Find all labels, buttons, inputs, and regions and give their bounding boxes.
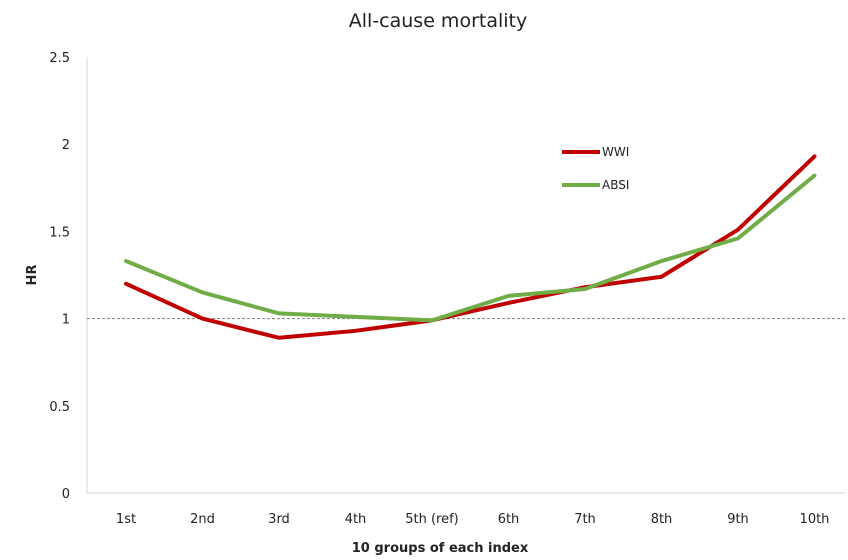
series-line-wwi [124,154,817,340]
legend-label-wwi: WWI [602,145,629,159]
data-point-wwi [201,317,205,321]
x-tick-labels: 1st 2nd 3rd 4th 5th (ref) 6th 7th 8th 9th 10th [116,512,830,527]
x-tick-label: 6th [498,512,520,527]
y-tick-label: 1.5 [49,225,70,240]
x-tick-label: 1st [116,512,136,527]
chart-title: All-cause mortality [349,10,527,32]
y-tick-label: 2.5 [49,51,70,66]
x-tick-label: 5th (ref) [405,512,459,527]
x-tick-label: 3rd [268,512,290,527]
data-point-absi [277,311,281,315]
y-tick-label: 0 [62,487,70,502]
x-tick-label: 7th [574,512,596,527]
data-point-wwi [660,275,664,279]
y-tick-label: 2 [62,138,70,153]
x-tick-label: 8th [651,512,673,527]
y-tick-labels: 0 0.5 1 1.5 2 2.5 [49,51,70,502]
series-line-absi [124,173,817,323]
data-point-absi [124,259,128,263]
y-tick-label: 0.5 [49,400,70,415]
data-point-wwi [354,329,358,333]
y-axis-title: HR [25,265,40,286]
legend: WWI ABSI [562,145,629,192]
data-point-absi [354,315,358,319]
data-point-wwi [507,301,511,305]
data-point-absi [430,318,434,322]
data-point-absi [201,290,205,294]
data-point-wwi [813,154,817,158]
series-lines [124,154,817,340]
data-point-absi [507,294,511,298]
data-point-wwi [277,336,281,340]
x-tick-label: 10th [800,512,830,527]
data-point-wwi [736,228,740,232]
data-point-absi [583,287,587,291]
x-axis-title: 10 groups of each index [352,541,529,556]
y-tick-label: 1 [62,313,70,328]
data-point-absi [660,259,664,263]
x-tick-label: 9th [727,512,749,527]
data-point-wwi [124,282,128,286]
data-point-absi [813,174,817,178]
data-point-absi [736,236,740,240]
x-tick-label: 2nd [190,512,215,527]
x-tick-label: 4th [345,512,367,527]
legend-label-absi: ABSI [602,178,629,192]
